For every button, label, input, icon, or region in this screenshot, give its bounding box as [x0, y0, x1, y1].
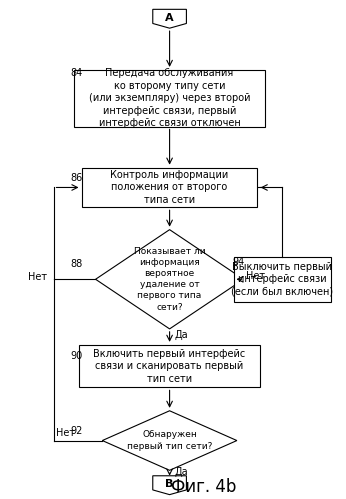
FancyBboxPatch shape: [82, 168, 257, 207]
Text: Передача обслуживания
ко второму типу сети
(или экземпляру) через второй
интерфе: Передача обслуживания ко второму типу се…: [89, 68, 251, 128]
Text: Да: Да: [175, 330, 188, 340]
Text: Нет: Нет: [56, 428, 75, 438]
Polygon shape: [95, 230, 244, 329]
FancyBboxPatch shape: [234, 257, 331, 301]
Text: B: B: [165, 479, 174, 489]
Polygon shape: [153, 476, 186, 495]
FancyBboxPatch shape: [79, 345, 261, 387]
Text: 88: 88: [70, 259, 83, 269]
Polygon shape: [153, 9, 186, 28]
Text: Нет: Нет: [28, 272, 47, 282]
FancyBboxPatch shape: [74, 70, 265, 127]
Text: 90: 90: [70, 351, 83, 361]
Text: Показывает ли
информация
вероятное
удаление от
первого типа
сети?: Показывает ли информация вероятное удале…: [134, 247, 206, 311]
Text: 86: 86: [70, 173, 83, 183]
Text: Да: Да: [175, 467, 188, 477]
Text: Нет: Нет: [246, 271, 265, 281]
Text: Обнаружен
первый тип сети?: Обнаружен первый тип сети?: [127, 431, 212, 451]
Text: Выключить первый
интерфейс связи
(если был включен): Выключить первый интерфейс связи (если б…: [231, 262, 333, 297]
Text: Контроль информации
положения от второго
типа сети: Контроль информации положения от второго…: [110, 170, 229, 205]
Text: 84: 84: [70, 68, 83, 78]
Polygon shape: [102, 411, 237, 471]
Text: Фиг. 4b: Фиг. 4b: [171, 478, 236, 496]
Text: 92: 92: [70, 426, 83, 436]
Text: Включить первый интерфейс
связи и сканировать первый
тип сети: Включить первый интерфейс связи и сканир…: [93, 349, 246, 384]
Text: A: A: [165, 13, 174, 23]
Text: 94: 94: [233, 257, 245, 267]
